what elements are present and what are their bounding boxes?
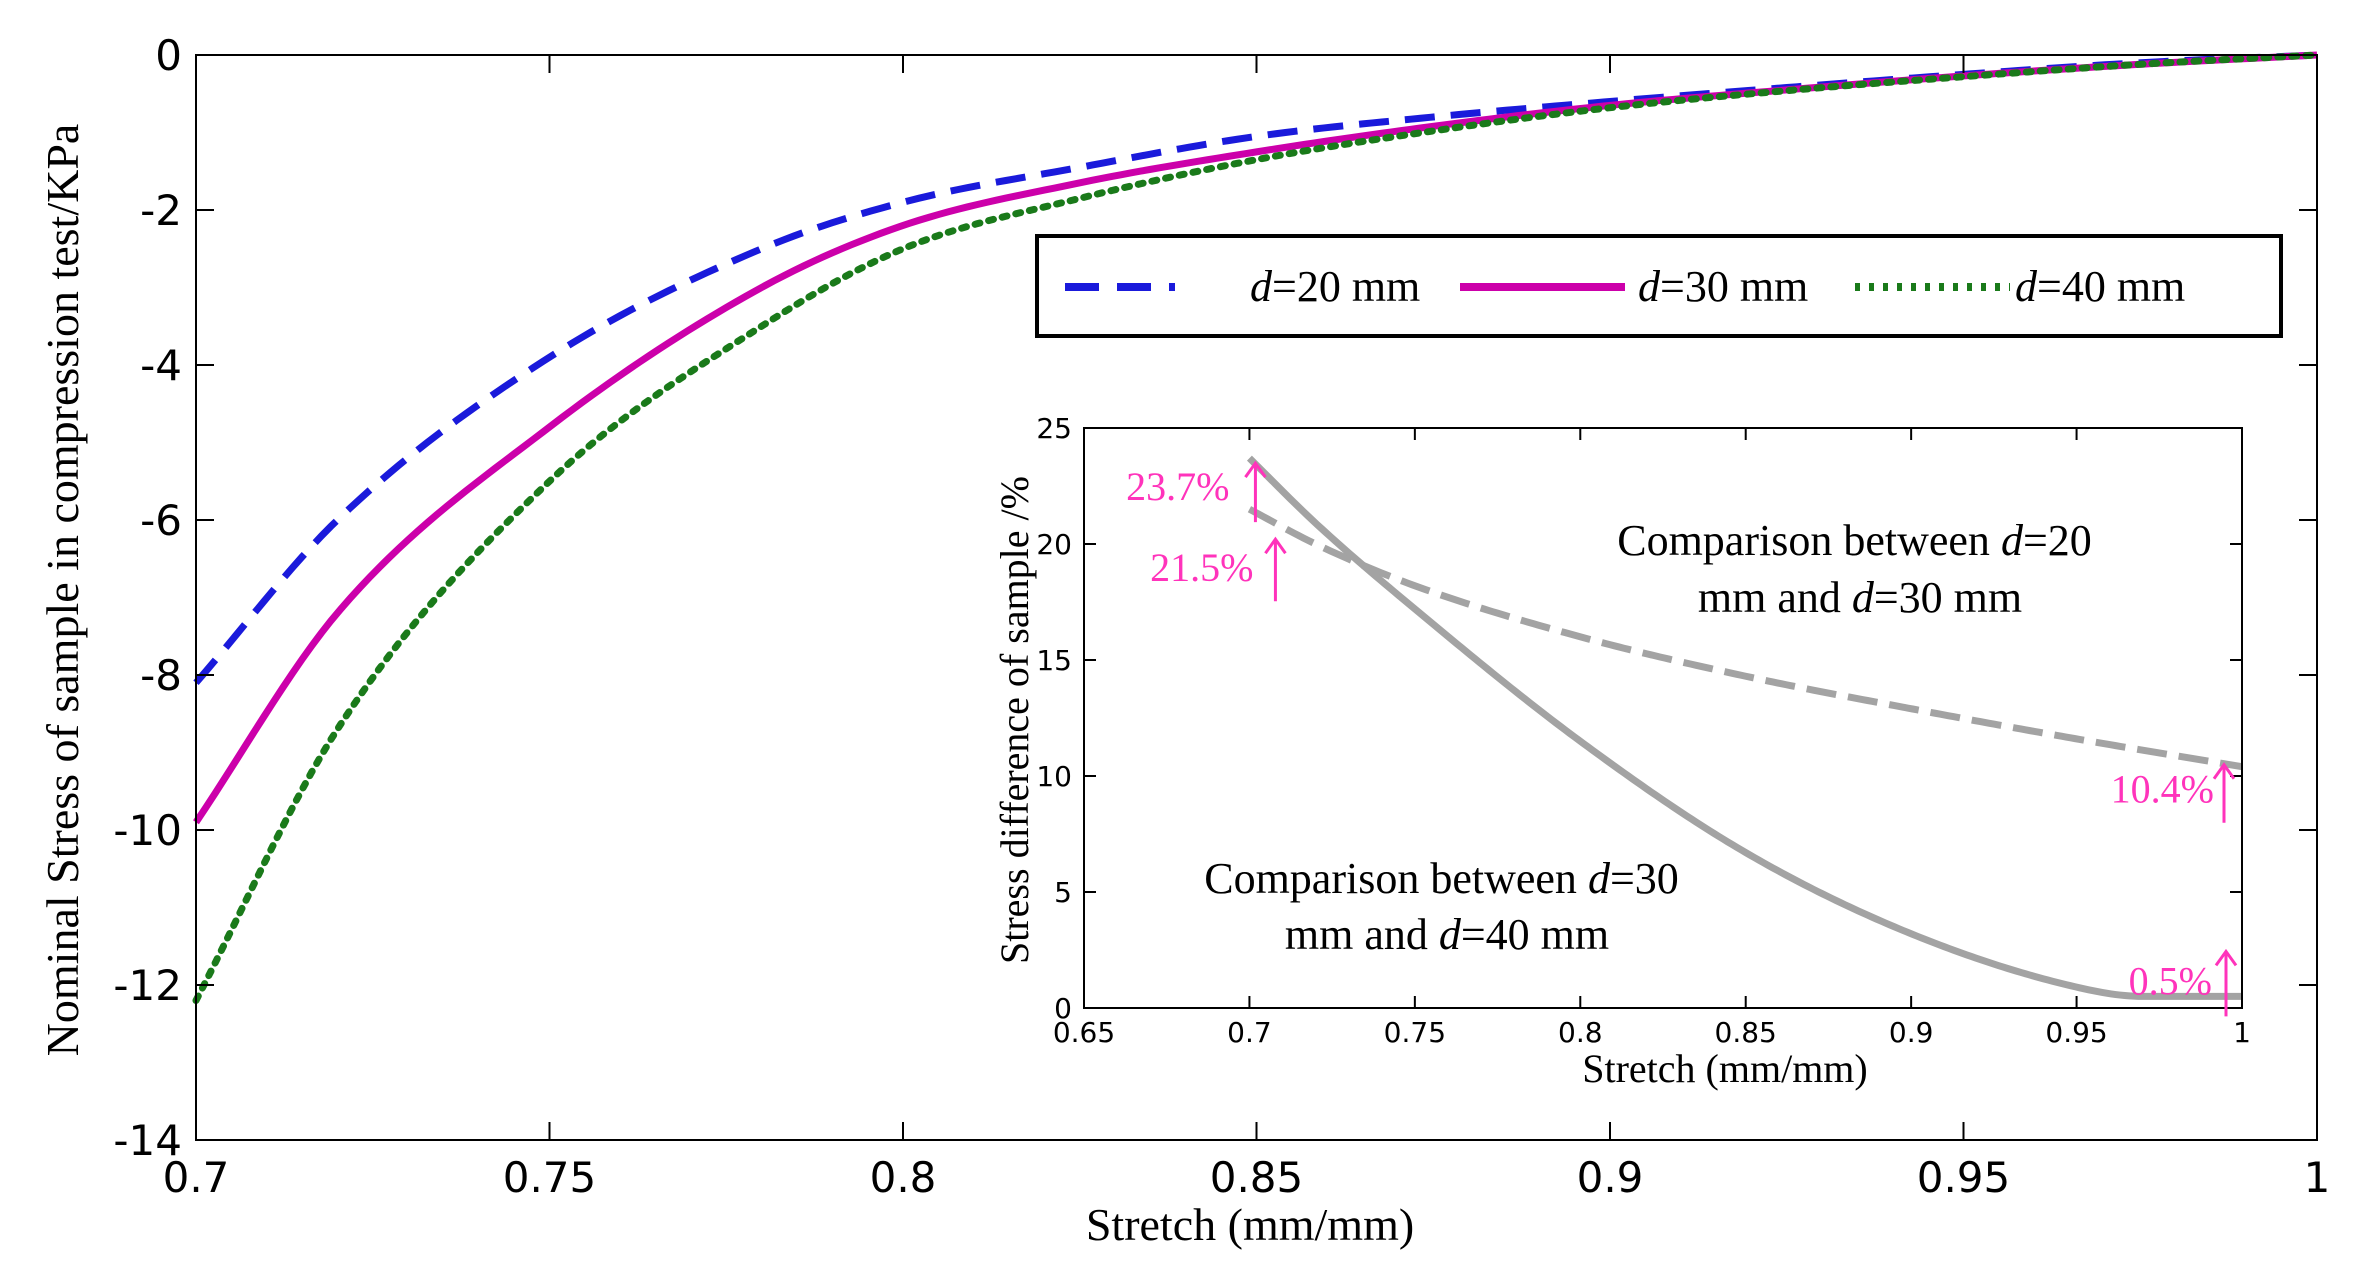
inset-x-tick-label: 0.7 — [1227, 1016, 1272, 1049]
inset-x-axis-label: Stretch (mm/mm) — [1582, 1046, 1868, 1091]
inset-background — [1084, 428, 2242, 1008]
annotation-237: 23.7% — [1126, 460, 1267, 523]
inset-y-tick-label: 5 — [1054, 876, 1072, 909]
note1-line1: Comparison between d=20 — [1617, 516, 2092, 565]
main-x-tick-label: 0.9 — [1577, 1153, 1644, 1202]
inset-annotations: 23.7% 21.5% 10.4% 0.5% — [1126, 460, 2238, 1017]
main-y-tick-label: -10 — [113, 806, 182, 855]
inset-x-tick-label: 0.75 — [1384, 1016, 1446, 1049]
note1-line2: mm and d=30 mm — [1698, 573, 2022, 622]
up-arrow-icon — [2214, 948, 2238, 1017]
inset-x-tick-label: 1 — [2233, 1016, 2251, 1049]
main-x-tick-label: 0.95 — [1917, 1153, 2011, 1202]
inset-x-tick-label: 0.9 — [1889, 1016, 1934, 1049]
series-line-d-40-mm — [192, 51, 2321, 1004]
inset-x-tick-label: 0.65 — [1053, 1016, 1115, 1049]
annotation-label: 21.5% — [1150, 545, 1253, 590]
up-arrow-icon — [1264, 536, 1287, 602]
inset-x-tick-label: 0.95 — [2045, 1016, 2107, 1049]
inset-y-tick-label: 20 — [1036, 528, 1072, 561]
main-x-tick-label: 1 — [2304, 1153, 2331, 1202]
inset-line-d30-vs-d40 — [1246, 455, 2242, 1000]
main-y-tick-label: -8 — [140, 651, 182, 700]
main-y-tick-label: -12 — [113, 961, 182, 1010]
main-y-tick-label: -2 — [140, 186, 182, 235]
up-arrow-icon — [1244, 460, 1267, 523]
main-x-tick-label: 0.85 — [1210, 1153, 1304, 1202]
main-series-group — [192, 51, 2321, 1004]
up-arrow-icon — [2212, 762, 2236, 823]
main-y-tick-label: -14 — [113, 1116, 182, 1165]
annotation-05: 0.5% — [2129, 948, 2238, 1017]
legend: d=20 mm d=30 mm d=40 mm — [1035, 234, 2283, 338]
annotation-215: 21.5% — [1150, 536, 1287, 602]
main-x-tick-label: 0.75 — [503, 1153, 597, 1202]
legend-label-d20: d=20 mm — [1250, 262, 1420, 311]
annotation-label: 0.5% — [2129, 958, 2212, 1003]
inset-x-ticks: 0.65 0.7 0.75 0.8 0.85 0.9 0.95 1 — [1053, 428, 2251, 1049]
inset-line-d20-vs-d30 — [1247, 506, 2243, 771]
inset-y-ticks: 0 5 10 15 20 25 — [1036, 412, 2242, 1025]
note2-line1: Comparison between d=30 — [1204, 854, 1679, 903]
main-x-axis-label: Stretch (mm/mm) — [1086, 1199, 1414, 1250]
inset-chart: 0.65 0.7 0.75 0.8 0.85 0.9 0.95 1 0 5 10 15 20 25 St… — [992, 412, 2251, 1091]
main-y-axis-label: Nominal Stress of sample in compression … — [37, 124, 88, 1057]
main-chart: 0.7 0.75 0.8 0.85 0.9 0.95 1 0-2-4-6-8-10-12-1… — [37, 31, 2330, 1250]
main-x-ticks: 0.7 0.75 0.8 0.85 0.9 0.95 1 — [163, 55, 2331, 1202]
annotation-label: 23.7% — [1126, 464, 1229, 509]
main-x-tick-label: 0.7 — [163, 1153, 230, 1202]
inset-y-axis-label: Stress difference of sample /% — [992, 476, 1037, 964]
inset-plot-frame — [1083, 427, 2243, 1009]
inset-series-group — [1246, 455, 2243, 1000]
main-x-tick-label: 0.8 — [870, 1153, 937, 1202]
inset-y-tick-label: 25 — [1036, 412, 1072, 445]
main-y-tick-label: 0 — [155, 31, 182, 80]
inset-y-tick-label: 0 — [1054, 992, 1072, 1025]
main-y-tick-label: -4 — [140, 341, 182, 390]
inset-note-d30-d40: Comparison between d=30 mm and d=40 mm — [1204, 854, 1690, 959]
annotation-104: 10.4% — [2111, 762, 2236, 823]
inset-y-tick-label: 15 — [1036, 644, 1072, 677]
legend-label-d40: d=40 mm — [2015, 262, 2185, 311]
main-y-tick-label: -6 — [140, 496, 182, 545]
inset-y-tick-label: 10 — [1036, 760, 1072, 793]
note2-line2: mm and d=40 mm — [1285, 910, 1609, 959]
legend-box — [1035, 234, 2283, 338]
inset-x-tick-label: 0.8 — [1558, 1016, 1603, 1049]
main-y-ticks: 0 -2 -4 -6 -8 -10 -12 -14 — [113, 31, 2317, 1165]
legend-label-d30: d=30 mm — [1638, 262, 1808, 311]
inset-x-tick-label: 0.85 — [1715, 1016, 1777, 1049]
annotation-label: 10.4% — [2111, 767, 2214, 812]
inset-note-d20-d30: Comparison between d=20 mm and d=30 mm — [1617, 516, 2103, 622]
